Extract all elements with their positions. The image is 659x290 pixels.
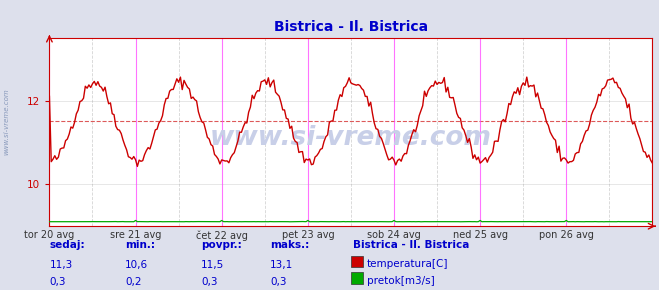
Text: pretok[m3/s]: pretok[m3/s] (367, 276, 435, 286)
Bar (351, 256, 363, 267)
Text: 0,3: 0,3 (49, 277, 66, 287)
Text: Bistrica - Il. Bistrica: Bistrica - Il. Bistrica (353, 240, 469, 250)
Title: Bistrica - Il. Bistrica: Bistrica - Il. Bistrica (274, 20, 428, 34)
Text: maks.:: maks.: (270, 240, 310, 250)
Text: 0,3: 0,3 (201, 277, 217, 287)
Text: 0,2: 0,2 (125, 277, 142, 287)
Text: temperatura[C]: temperatura[C] (367, 260, 449, 269)
Text: sedaj:: sedaj: (49, 240, 85, 250)
Text: min.:: min.: (125, 240, 156, 250)
Text: 11,3: 11,3 (49, 260, 72, 270)
Text: 10,6: 10,6 (125, 260, 148, 270)
Text: www.si-vreme.com: www.si-vreme.com (210, 125, 492, 151)
Text: 11,5: 11,5 (201, 260, 224, 270)
Text: 0,3: 0,3 (270, 277, 287, 287)
Bar (351, 272, 363, 284)
Text: povpr.:: povpr.: (201, 240, 242, 250)
Text: www.si-vreme.com: www.si-vreme.com (3, 88, 9, 155)
Text: 13,1: 13,1 (270, 260, 293, 270)
